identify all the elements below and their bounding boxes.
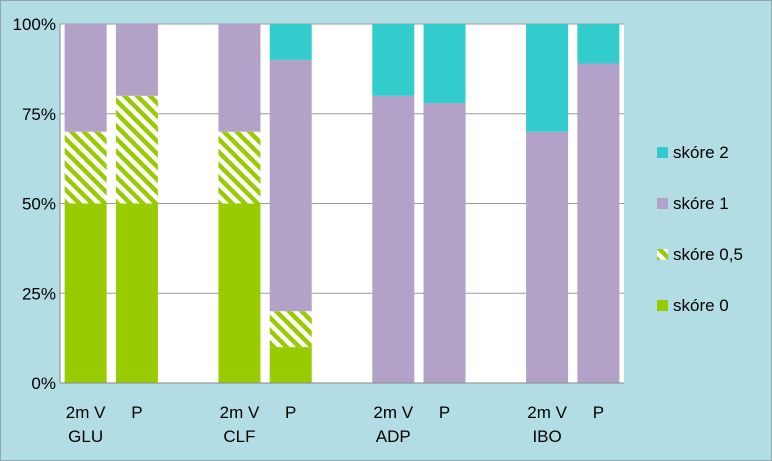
bar-segment-skóre-0-5 [269, 311, 312, 348]
x-tick-labels: 2m V GLU P 2m V CLF P 2m V ADP P 2m V IBO P [66, 403, 604, 446]
y-tick-label: 50% [22, 195, 56, 214]
bars [64, 24, 620, 384]
legend-swatch-skóre-1 [657, 198, 668, 209]
bar-segment-skóre-0 [218, 203, 261, 383]
x-group-label: CLF [223, 427, 255, 446]
x-tick-label: P [439, 403, 450, 422]
legend: skóre 2 skóre 1 skóre 0,5 skóre 0 [657, 143, 743, 315]
bar-segment-skóre-1 [423, 102, 466, 383]
bar-segment-skóre-2 [372, 24, 415, 96]
y-tick-label: 75% [22, 105, 56, 124]
x-tick-label: 2m V [66, 403, 106, 422]
bar-segment-skóre-1 [526, 131, 569, 383]
x-tick-label: P [285, 403, 296, 422]
x-tick-label: 2m V [373, 403, 413, 422]
legend-label: skóre 1 [673, 194, 729, 213]
legend-swatch-skóre-2 [657, 147, 668, 158]
legend-swatch-skóre-0 [657, 300, 668, 311]
y-tick-label: 25% [22, 284, 56, 303]
y-tick-label: 100% [13, 15, 56, 34]
legend-label: skóre 2 [673, 143, 729, 162]
x-tick-label: 2m V [527, 403, 567, 422]
legend-label: skóre 0 [673, 296, 729, 315]
bar-segment-skóre-0 [64, 203, 107, 383]
bar-segment-skóre-1 [115, 24, 158, 96]
bar-segment-skóre-1 [372, 95, 415, 384]
x-tick-label: P [131, 403, 142, 422]
bar-segment-skóre-0-5 [64, 131, 107, 204]
bar-segment-skóre-0 [269, 347, 312, 383]
x-tick-label: 2m V [220, 403, 260, 422]
x-group-label: IBO [532, 427, 561, 446]
axes [59, 24, 624, 384]
bar-segment-skóre-0-5 [218, 131, 261, 204]
bar-segment-skóre-2 [423, 24, 466, 103]
bar-segment-skóre-1 [269, 59, 312, 312]
x-group-label: ADP [376, 427, 411, 446]
x-tick-label: P [593, 403, 604, 422]
x-group-label: GLU [68, 427, 103, 446]
bar-segment-skóre-0-5 [115, 95, 158, 204]
bar-segment-skóre-1 [577, 63, 620, 384]
bar-segment-skóre-0 [115, 203, 158, 383]
bar-segment-skóre-1 [64, 24, 107, 132]
legend-swatch-skóre-0-5 [657, 249, 668, 260]
legend-label: skóre 0,5 [673, 245, 743, 264]
y-tick-labels: 0% 25% 50% 75% 100% [13, 15, 56, 393]
bar-segment-skóre-2 [577, 24, 620, 64]
bar-segment-skóre-2 [269, 24, 312, 60]
bar-segment-skóre-1 [218, 24, 261, 132]
y-tick-label: 0% [31, 374, 56, 393]
bar-segment-skóre-2 [526, 24, 569, 132]
